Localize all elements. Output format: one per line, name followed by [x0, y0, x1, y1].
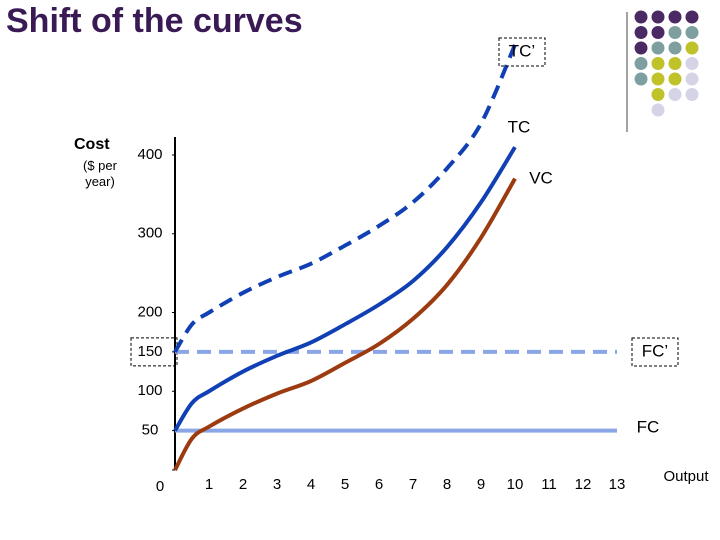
x-tick-label: 6 [375, 476, 383, 493]
x-tick-label: 13 [609, 476, 626, 493]
y-tick-label: 50 [142, 422, 159, 439]
label-box [631, 337, 679, 367]
dot [651, 10, 665, 24]
x-tick-label: 11 [541, 476, 557, 493]
dot [685, 10, 699, 24]
dot [668, 72, 682, 86]
x-tick-label: 4 [307, 476, 315, 493]
x-tick-label: 5 [341, 476, 349, 493]
y-axis-unit: ($ per year) [83, 158, 117, 189]
x-tick-label: 10 [507, 476, 524, 493]
dot [668, 26, 682, 39]
y-tick-label: 200 [137, 303, 162, 320]
decoration [634, 10, 699, 117]
y-axis-label: Cost [74, 136, 110, 153]
dot [668, 57, 682, 70]
x-tick-label: 8 [443, 476, 451, 493]
dot [634, 41, 648, 55]
x-tick-label: 7 [409, 476, 417, 493]
dot [685, 72, 699, 86]
x-tick-label: 1 [205, 476, 213, 493]
x-tick-label: 2 [239, 476, 247, 493]
x-tick-label: 9 [477, 476, 485, 493]
x-tick-label: 3 [273, 476, 281, 493]
y-tick-label: 0 [156, 478, 164, 495]
dot [634, 72, 648, 86]
series-label: VC [529, 168, 553, 187]
y-tick-label: 100 [137, 382, 162, 399]
dot [651, 57, 665, 70]
dot [685, 88, 699, 101]
y-tick-label: 300 [137, 225, 162, 242]
dot [634, 10, 648, 24]
series-label: TC [508, 117, 531, 136]
series-label: TC’ [509, 41, 535, 60]
slide-title: Shift of the curves [6, 2, 303, 40]
dot [685, 57, 699, 70]
dot [634, 26, 648, 39]
x-axis-label: Output [663, 468, 709, 485]
series-label: FC [637, 417, 660, 436]
dot [685, 41, 699, 55]
dot [651, 26, 665, 39]
dot [668, 41, 682, 55]
series-label: FC’ [642, 341, 668, 360]
dot [651, 88, 665, 101]
label-box [498, 37, 546, 67]
dot [634, 57, 648, 70]
series-line [173, 43, 517, 353]
x-tick-label: 12 [575, 476, 592, 493]
y-tick-label: 400 [137, 146, 162, 163]
dot [651, 41, 665, 55]
dot [651, 103, 665, 117]
y-tick-label: 150 [137, 343, 162, 360]
dot [668, 88, 682, 101]
series-line [173, 146, 517, 432]
dot [668, 10, 682, 24]
series-line [173, 177, 517, 471]
dot [685, 26, 699, 39]
dot [651, 72, 665, 86]
